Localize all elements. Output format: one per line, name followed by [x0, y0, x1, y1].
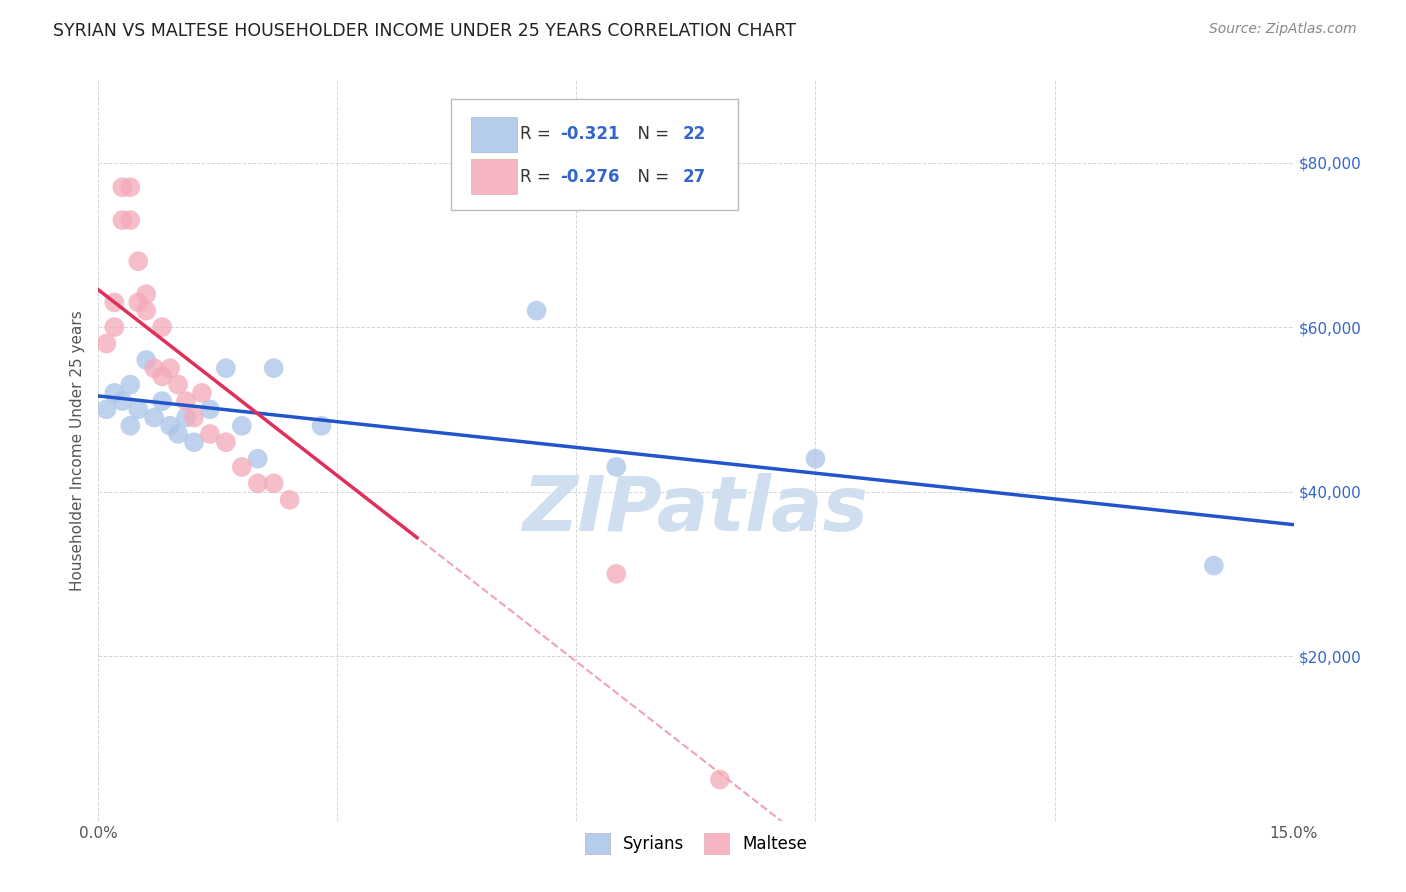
Point	[120, 418, 142, 433]
Point	[167, 427, 190, 442]
Point	[198, 402, 221, 417]
Point	[174, 394, 197, 409]
Text: Source: ZipAtlas.com: Source: ZipAtlas.com	[1209, 22, 1357, 37]
Text: -0.321: -0.321	[560, 126, 619, 144]
Point	[174, 410, 197, 425]
Point	[1202, 558, 1225, 573]
Point	[120, 213, 142, 227]
Point	[111, 394, 134, 409]
Point	[526, 303, 548, 318]
Point	[183, 410, 205, 425]
Point	[159, 418, 181, 433]
Point	[143, 361, 166, 376]
Text: -0.276: -0.276	[560, 168, 619, 186]
Point	[111, 180, 134, 194]
Point	[127, 254, 149, 268]
Point	[96, 402, 118, 417]
Point	[709, 772, 731, 787]
Point	[159, 361, 181, 376]
Point	[120, 377, 142, 392]
Point	[111, 213, 134, 227]
Point	[135, 287, 157, 301]
Text: ZIPatlas: ZIPatlas	[523, 473, 869, 547]
Point	[191, 385, 214, 400]
Y-axis label: Householder Income Under 25 years: Householder Income Under 25 years	[70, 310, 86, 591]
Text: R =: R =	[520, 168, 557, 186]
Text: N =: N =	[627, 126, 673, 144]
Point	[263, 361, 285, 376]
Point	[198, 427, 221, 442]
Text: 27: 27	[683, 168, 706, 186]
Text: SYRIAN VS MALTESE HOUSEHOLDER INCOME UNDER 25 YEARS CORRELATION CHART: SYRIAN VS MALTESE HOUSEHOLDER INCOME UND…	[53, 22, 796, 40]
Point	[127, 402, 149, 417]
Text: 22: 22	[683, 126, 706, 144]
Point	[167, 377, 190, 392]
Point	[143, 410, 166, 425]
Point	[246, 476, 269, 491]
Text: N =: N =	[627, 168, 673, 186]
FancyBboxPatch shape	[471, 159, 517, 194]
Text: R =: R =	[520, 126, 557, 144]
Point	[150, 394, 173, 409]
Point	[231, 418, 253, 433]
Point	[135, 303, 157, 318]
Point	[127, 295, 149, 310]
FancyBboxPatch shape	[471, 117, 517, 153]
Point	[96, 336, 118, 351]
Point	[120, 180, 142, 194]
Point	[150, 320, 173, 334]
Point	[605, 566, 627, 581]
Point	[183, 435, 205, 450]
Point	[135, 353, 157, 368]
Point	[263, 476, 285, 491]
FancyBboxPatch shape	[451, 99, 738, 210]
Point	[150, 369, 173, 384]
Point	[103, 295, 125, 310]
Point	[804, 451, 827, 466]
Point	[103, 320, 125, 334]
Point	[103, 385, 125, 400]
Point	[215, 361, 238, 376]
Point	[605, 459, 627, 474]
Point	[278, 492, 301, 507]
Point	[246, 451, 269, 466]
Point	[311, 418, 333, 433]
Point	[215, 435, 238, 450]
Legend: Syrians, Maltese: Syrians, Maltese	[578, 827, 814, 861]
Point	[231, 459, 253, 474]
